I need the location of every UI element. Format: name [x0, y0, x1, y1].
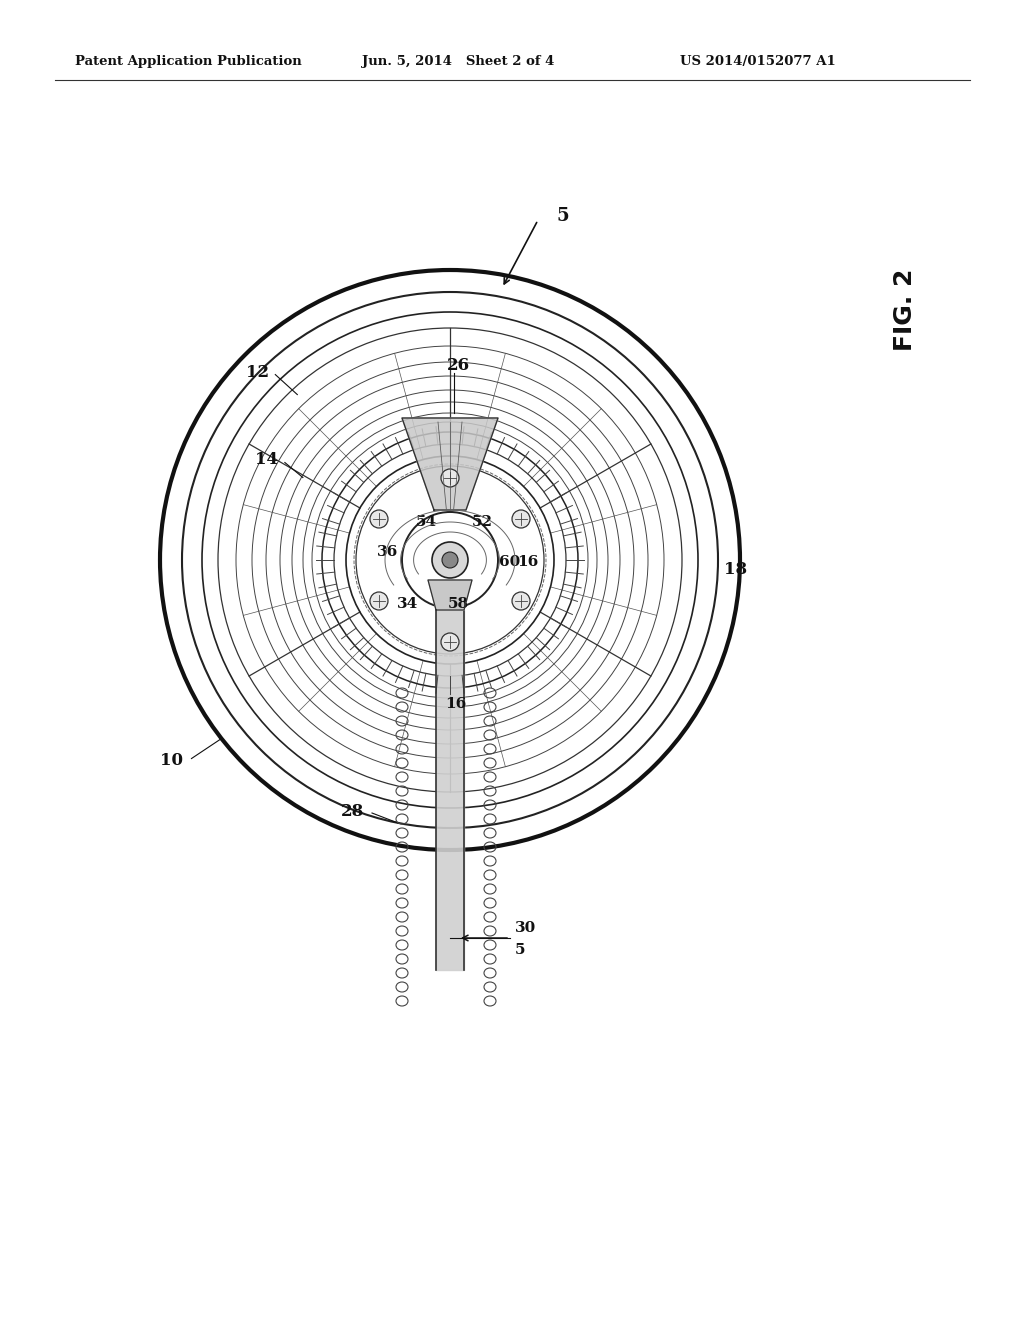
Circle shape [442, 552, 458, 568]
Text: 52: 52 [471, 515, 493, 529]
Text: 26: 26 [446, 358, 470, 375]
Circle shape [432, 543, 468, 578]
Text: Patent Application Publication: Patent Application Publication [75, 55, 302, 69]
Text: 14: 14 [255, 451, 278, 469]
Polygon shape [402, 418, 498, 510]
Text: 10: 10 [161, 752, 183, 770]
Bar [436, 550, 464, 570]
Text: 16: 16 [517, 554, 539, 569]
Text: FIG. 2: FIG. 2 [893, 269, 918, 351]
Text: 34: 34 [397, 597, 419, 611]
Circle shape [441, 469, 459, 487]
Text: Jun. 5, 2014   Sheet 2 of 4: Jun. 5, 2014 Sheet 2 of 4 [362, 55, 554, 69]
Circle shape [441, 634, 459, 651]
Text: 12: 12 [246, 364, 269, 381]
Text: 28: 28 [341, 803, 364, 820]
Text: 30: 30 [515, 921, 537, 935]
Polygon shape [428, 579, 472, 610]
Circle shape [370, 510, 388, 528]
Text: 5: 5 [556, 207, 568, 224]
Circle shape [512, 591, 530, 610]
Text: 58: 58 [447, 597, 469, 611]
Text: 18: 18 [724, 561, 748, 578]
Text: 16: 16 [445, 697, 467, 711]
Text: 36: 36 [378, 545, 398, 558]
Circle shape [512, 510, 530, 528]
Text: 54: 54 [416, 515, 436, 529]
Text: US 2014/0152077 A1: US 2014/0152077 A1 [680, 55, 836, 69]
Circle shape [370, 591, 388, 610]
Text: 5: 5 [515, 942, 525, 957]
Text: 60: 60 [500, 554, 520, 569]
